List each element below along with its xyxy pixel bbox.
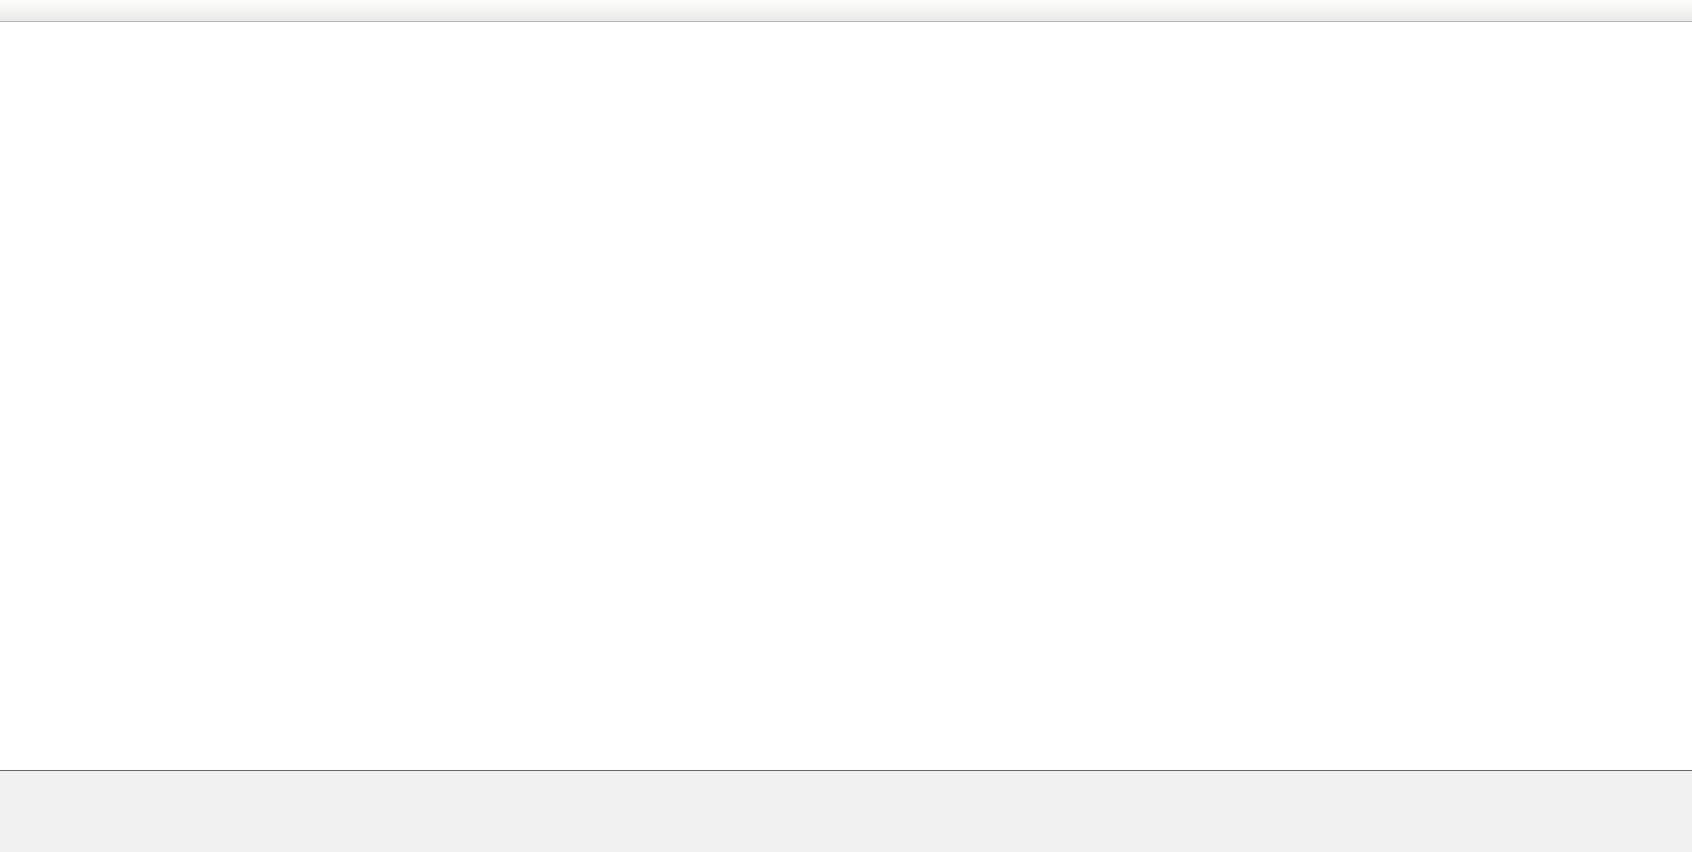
toolbar xyxy=(0,0,1692,22)
macd-panel-label xyxy=(6,575,16,587)
chart-title xyxy=(6,26,16,38)
rsi-panel-label xyxy=(6,677,11,689)
time-axis[interactable] xyxy=(0,770,1692,852)
main-chart[interactable] xyxy=(0,22,1692,572)
macd-panel[interactable] xyxy=(0,572,1692,674)
rsi-panel[interactable] xyxy=(0,674,1692,770)
chart-window xyxy=(0,22,1692,852)
